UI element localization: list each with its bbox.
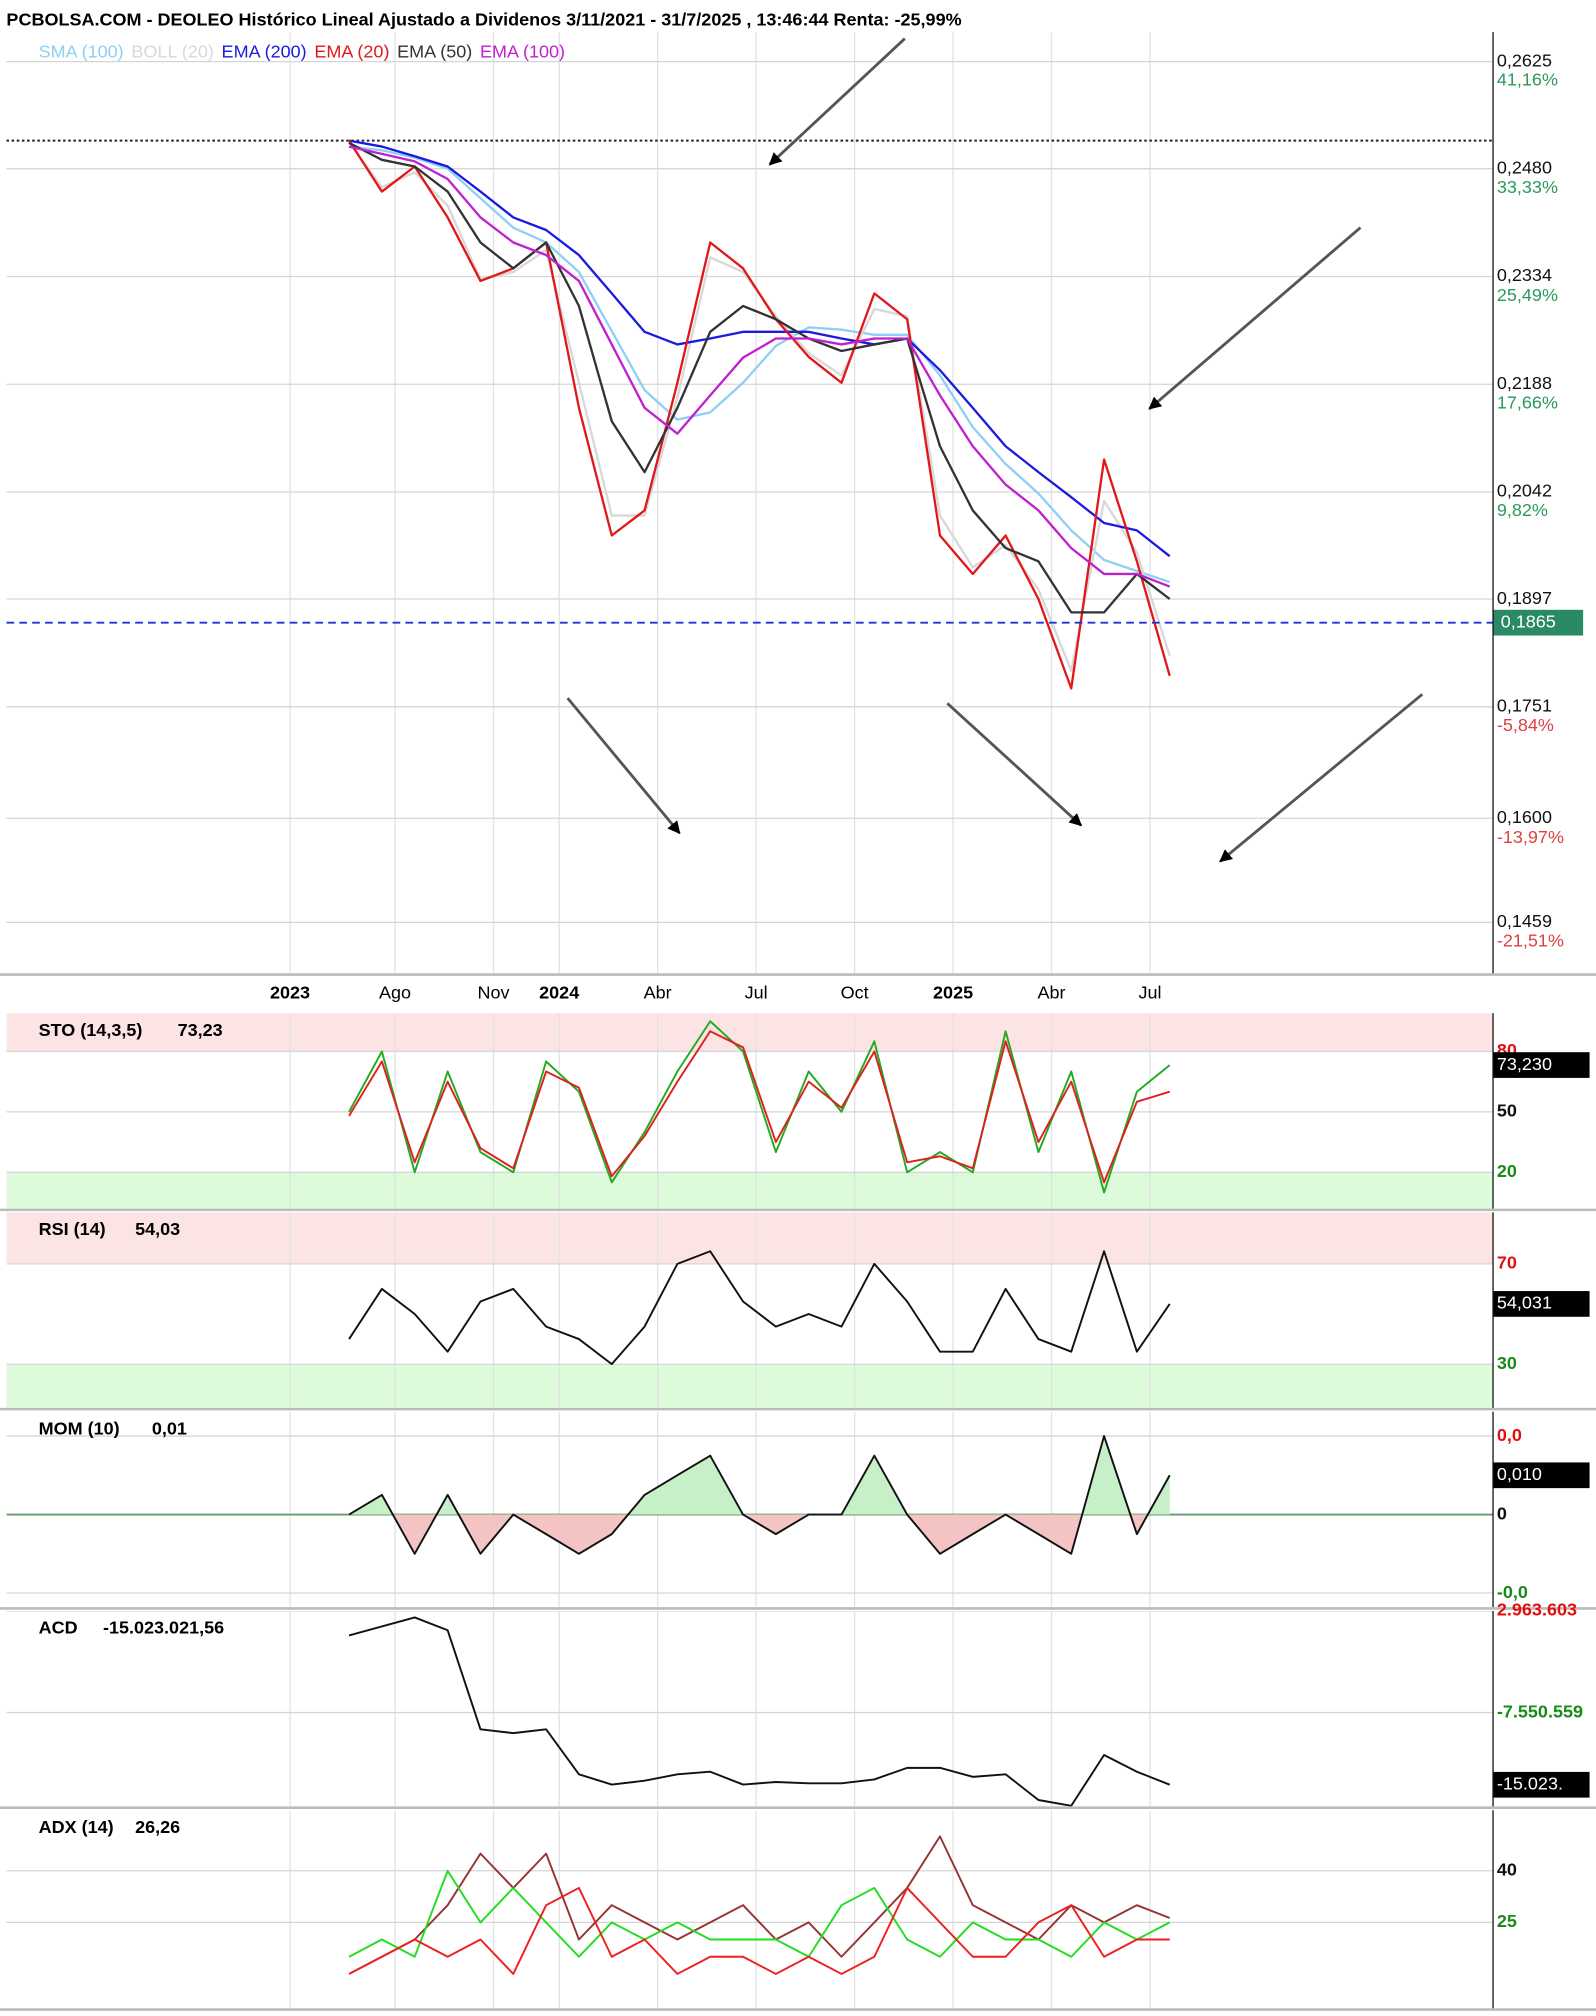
- y-tick-label: 0,2625: [1497, 50, 1552, 70]
- indicator-name: ADX (14): [39, 1817, 114, 1837]
- series-line: [348, 145, 1171, 584]
- indicator-name: MOM (10): [39, 1418, 120, 1438]
- y-tick-label: 30: [1497, 1353, 1517, 1373]
- arrow: [768, 37, 906, 166]
- current-value-box: [1493, 1462, 1590, 1489]
- y-tick-label: 20: [1497, 1161, 1517, 1181]
- overbought-zone: [6, 1212, 1494, 1264]
- series-line: [348, 1886, 1170, 1975]
- panel: [6, 1411, 1494, 1608]
- y-tick-label: -0,0: [1497, 1582, 1528, 1602]
- y2-tick-label: 25,49%: [1497, 285, 1558, 305]
- indicator-value: 73,23: [178, 1020, 223, 1040]
- indicator-name: STO (14,3,5): [39, 1020, 143, 1040]
- annotations: [566, 37, 1424, 863]
- y2-tick-label: 9,82%: [1497, 500, 1548, 520]
- overbought-zone: [6, 1013, 1494, 1052]
- y-tick-label: 70: [1497, 1253, 1517, 1273]
- arrow: [946, 702, 1083, 827]
- arrow: [1148, 226, 1362, 410]
- y-tick-label: 0,1459: [1497, 911, 1552, 931]
- y-tick-label: 0,0: [1497, 1425, 1522, 1445]
- panel: [6, 32, 1494, 974]
- indicator-value: 26,26: [135, 1817, 180, 1837]
- y-tick-label: 0,2480: [1497, 157, 1552, 177]
- indicator-name: ACD: [39, 1618, 78, 1638]
- panel: [6, 1013, 1494, 1209]
- series-line: [348, 1616, 1171, 1807]
- series-line: [348, 1869, 1171, 1958]
- current-value-label: -15.023.: [1497, 1774, 1563, 1794]
- current-value-label: 0,010: [1497, 1464, 1542, 1484]
- chart-title: PCBOLSA.COM - DEOLEO Histórico Lineal Aj…: [6, 9, 961, 29]
- series-line: [348, 140, 1171, 690]
- oversold-zone: [6, 1172, 1494, 1209]
- y2-tick-label: 17,66%: [1497, 392, 1558, 412]
- y-tick-label: 0,2188: [1497, 373, 1552, 393]
- y-tick-label: -7.550.559: [1497, 1701, 1583, 1721]
- y-tick-label: 0,1897: [1497, 588, 1552, 608]
- y-tick-label: 40: [1497, 1860, 1517, 1880]
- y-tick-label: 2.963.603: [1497, 1600, 1577, 1620]
- current-price-box: [1493, 609, 1584, 636]
- y-tick-label: 0,2042: [1497, 481, 1552, 501]
- current-value-box: [1493, 1052, 1590, 1078]
- current-value-box: [1493, 1291, 1590, 1317]
- legend-entry: EMA (50): [397, 41, 472, 61]
- panel: [6, 1611, 1494, 1807]
- legend-entry: SMA (100): [39, 41, 124, 61]
- y-tick-label: 0,2334: [1497, 265, 1552, 285]
- indicator-value: 0,01: [152, 1418, 187, 1438]
- arrow: [566, 697, 681, 835]
- panel: [6, 1810, 1494, 2009]
- y2-tick-label: -21,51%: [1497, 930, 1564, 950]
- current-value-box: [1493, 1771, 1590, 1798]
- x-tick-label: 2023: [270, 983, 310, 1003]
- indicator-value: -15.023.021,56: [103, 1618, 224, 1638]
- y-tick-label: 50: [1497, 1101, 1517, 1121]
- current-price-label: 0,1865: [1501, 611, 1556, 631]
- x-tick-label: 2024: [539, 983, 579, 1003]
- current-value-label: 54,031: [1497, 1293, 1552, 1313]
- y-tick-label: 0,1600: [1497, 807, 1552, 827]
- area-neg: [349, 1514, 1170, 1554]
- y2-tick-label: -13,97%: [1497, 827, 1564, 847]
- oversold-zone: [6, 1364, 1494, 1408]
- indicator-name: RSI (14): [39, 1219, 106, 1239]
- plots: 0,2625 0,2480 0,2334 0,2188 0,2042 0,1897 0,17…: [0, 32, 1596, 2011]
- y-tick-label: 0: [1497, 1503, 1507, 1523]
- series-line: [348, 145, 1171, 588]
- legend-entry: BOLL (20): [131, 41, 213, 61]
- y-tick-label: 0,1751: [1497, 696, 1552, 716]
- y-tick-label: 25: [1497, 1911, 1517, 1931]
- x-tick-label: Nov: [478, 983, 510, 1003]
- x-tick-label: Oct: [841, 983, 869, 1003]
- x-tick-label: Abr: [1038, 983, 1066, 1003]
- series-line: [348, 1030, 1170, 1184]
- x-tick-label: Jul: [745, 983, 768, 1003]
- area-pos: [349, 1436, 1170, 1515]
- y2-tick-label: 41,16%: [1497, 70, 1558, 90]
- legend-entry: EMA (200): [222, 41, 307, 61]
- series-line: [348, 1435, 1171, 1555]
- series-line: [348, 1835, 1171, 1975]
- x-tick-label: Jul: [1139, 983, 1162, 1003]
- panel: [6, 1212, 1494, 1408]
- series-line: [348, 139, 1171, 558]
- series-line: [348, 141, 1171, 614]
- x-tick-label: 2025: [933, 983, 973, 1003]
- indicator-value: 54,03: [135, 1219, 180, 1239]
- current-value-label: 73,230: [1497, 1054, 1552, 1074]
- series-line: [348, 1250, 1171, 1366]
- arrow: [1219, 693, 1424, 863]
- legend-entry: EMA (100): [480, 41, 565, 61]
- x-tick-label: Abr: [644, 983, 672, 1003]
- legend-entry: EMA (20): [314, 41, 389, 61]
- series-line: [348, 1020, 1171, 1194]
- y2-tick-label: 33,33%: [1497, 177, 1558, 197]
- x-tick-label: Ago: [379, 983, 411, 1003]
- y2-tick-label: -5,84%: [1497, 715, 1554, 735]
